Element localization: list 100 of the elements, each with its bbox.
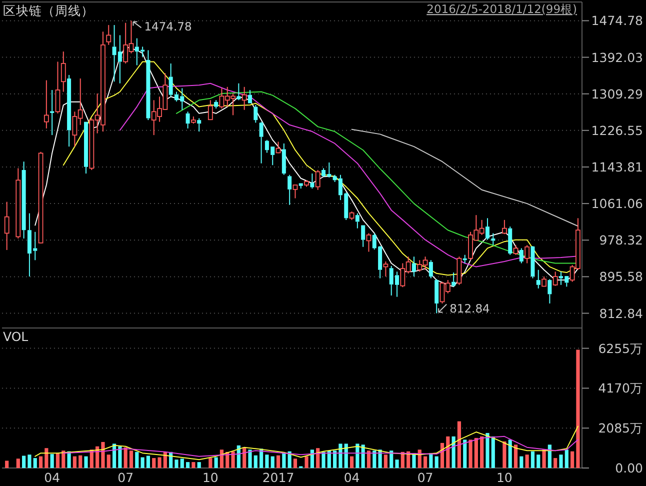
bar — [576, 350, 580, 468]
bar — [480, 436, 484, 468]
candlestick — [548, 278, 552, 304]
y-tick-label: 0.00 — [615, 460, 644, 476]
bar — [384, 454, 388, 468]
bar — [530, 451, 535, 468]
bar — [56, 453, 60, 468]
bar — [28, 454, 32, 468]
line-series — [351, 128, 578, 227]
candlestick — [254, 104, 258, 124]
y-tick-label: 4170万 — [598, 380, 643, 396]
candlestick — [412, 256, 416, 278]
bar — [390, 450, 394, 468]
y-tick-label: 895.58 — [599, 269, 644, 284]
bar — [486, 432, 490, 468]
candlestick — [428, 260, 433, 279]
y-tick-label: 1061.06 — [591, 196, 644, 212]
bar — [520, 456, 524, 468]
bar — [446, 436, 450, 468]
candlestick — [310, 173, 314, 190]
bar — [84, 456, 88, 468]
bar — [265, 454, 269, 468]
bar — [44, 448, 48, 468]
bar — [570, 451, 574, 468]
y-tick-label: 1309.29 — [591, 86, 644, 102]
bar — [276, 455, 280, 468]
annotation: 1474.78 — [144, 20, 192, 34]
candlestick — [60, 51, 66, 92]
bar — [254, 455, 258, 468]
bar — [208, 458, 212, 468]
bar — [322, 452, 326, 468]
bar — [135, 452, 139, 468]
candlestick — [536, 269, 540, 289]
bar — [124, 447, 128, 468]
bar — [220, 450, 224, 468]
bar — [400, 452, 404, 468]
candlestick — [4, 201, 10, 250]
bar — [38, 456, 43, 468]
bar — [22, 456, 26, 468]
y-tick-label: 978.32 — [599, 232, 643, 248]
bar — [33, 458, 37, 468]
chart-title: VOL — [3, 329, 28, 344]
bar — [231, 451, 235, 468]
x-tick-label: 10 — [496, 470, 512, 485]
bar — [72, 456, 76, 468]
bar — [338, 444, 342, 468]
bar — [158, 457, 162, 468]
bar — [293, 458, 298, 468]
candlestick — [50, 89, 54, 136]
bar — [152, 458, 156, 468]
bar — [16, 458, 20, 468]
bar — [140, 457, 144, 468]
bar — [50, 454, 54, 468]
bar — [5, 460, 9, 468]
bar — [304, 456, 308, 468]
bar — [333, 450, 337, 468]
bar — [310, 450, 314, 468]
candlestick — [67, 74, 72, 148]
bar — [395, 460, 399, 468]
bar — [62, 450, 66, 468]
bar — [214, 457, 218, 468]
bar — [366, 450, 371, 468]
bar — [491, 436, 495, 468]
y-tick-label: 2085万 — [598, 420, 643, 436]
bar — [474, 438, 478, 468]
candlestick — [485, 218, 490, 240]
bar — [101, 442, 105, 468]
bar — [502, 441, 506, 468]
bar — [372, 450, 376, 468]
bar — [180, 458, 184, 468]
bar — [452, 436, 456, 468]
candlestick — [282, 142, 286, 176]
chart-subtitle: 2016/2/5-2018/1/12(99根) — [426, 2, 577, 16]
candlestick — [519, 248, 524, 264]
bar — [350, 456, 354, 468]
x-tick-label: 10 — [202, 470, 218, 485]
bar — [434, 456, 438, 468]
bar — [146, 456, 150, 468]
bar — [356, 444, 360, 468]
bar — [564, 450, 568, 468]
bar — [129, 450, 134, 468]
bar — [423, 456, 428, 468]
y-tick-label: 6255万 — [598, 340, 643, 356]
bar — [174, 460, 178, 468]
y-tick-label: 1392.03 — [591, 50, 643, 65]
bar — [463, 440, 467, 468]
bar — [559, 454, 563, 468]
bar — [361, 444, 365, 468]
bar — [78, 455, 82, 468]
bar — [542, 450, 546, 468]
line-series — [62, 436, 578, 457]
chart-title: 区块链（周线） — [3, 3, 94, 18]
candlestick — [242, 86, 247, 110]
bar — [186, 462, 190, 468]
candlestick — [22, 161, 26, 239]
y-tick-label: 1226.55 — [591, 122, 643, 138]
bar — [270, 456, 274, 468]
bar — [192, 462, 196, 468]
candlestick — [491, 232, 496, 246]
bar — [282, 453, 286, 468]
